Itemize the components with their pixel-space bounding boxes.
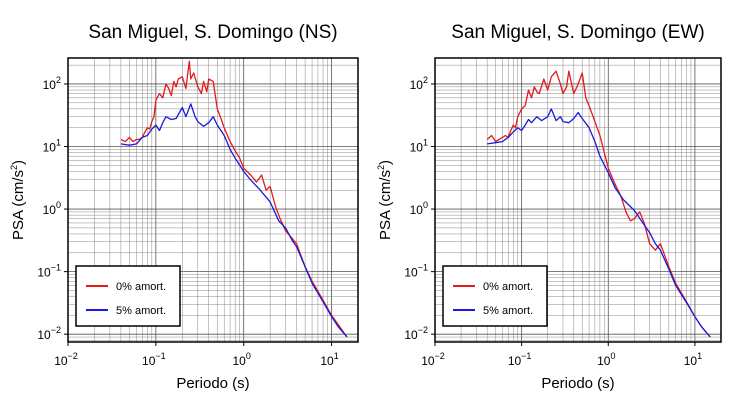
x-tick-label: 100: [597, 351, 615, 368]
legend: 0% amort. 5% amort.: [442, 265, 548, 327]
y-tick-label: 100: [410, 200, 428, 217]
y-tick-label: 101: [410, 138, 428, 155]
chart-title: San Miguel, S. Domingo (EW): [451, 22, 704, 43]
legend-box: [75, 265, 181, 327]
x-tick-label: 100: [233, 351, 251, 368]
x-tick-label: 101: [684, 351, 702, 368]
x-axis-label: Periodo (s): [541, 375, 614, 392]
y-tick-label: 102: [43, 75, 61, 92]
legend-label-1: 5% amort.: [116, 305, 166, 317]
legend: 0% amort. 5% amort.: [75, 265, 181, 327]
plot-frame: [67, 57, 359, 343]
y-tick-label: 10−2: [404, 325, 428, 342]
y-tick-label: 10−1: [37, 263, 61, 280]
y-tick-label: 10−2: [37, 325, 61, 342]
x-tick-label: 10−2: [421, 351, 445, 368]
x-tick-label: 10−1: [508, 351, 532, 368]
y-tick-label: 102: [410, 75, 428, 92]
chart-panel-1: 10−2 10−1 100 101 10−2 10−1 100 101 102 San Migue…: [376, 22, 722, 392]
series-line-0: [120, 60, 348, 338]
y-axis-label: PSA (cm/s2): [376, 160, 394, 240]
x-tick-label: 10−1: [142, 351, 166, 368]
series-line-1: [120, 103, 348, 338]
legend-box: [442, 265, 548, 327]
x-axis-label: Periodo (s): [176, 375, 249, 392]
plot-frame: [434, 57, 722, 343]
y-tick-label: 101: [43, 138, 61, 155]
y-axis-label: PSA (cm/s2): [9, 160, 27, 240]
chart-title: San Miguel, S. Domingo (NS): [88, 22, 337, 43]
legend-label-0: 0% amort.: [116, 281, 166, 293]
series-line-1: [487, 108, 711, 338]
y-tick-label: 100: [43, 200, 61, 217]
legend-label-1: 5% amort.: [483, 305, 533, 317]
x-tick-label: 10−2: [54, 351, 78, 368]
y-tick-label: 10−1: [404, 263, 428, 280]
legend-label-0: 0% amort.: [483, 281, 533, 293]
x-tick-label: 101: [320, 351, 338, 368]
chart-panel-0: 10−2 10−1 100 101 10−2 10−1 100 101 102 San Migue…: [9, 22, 359, 392]
series-line-0: [486, 70, 711, 338]
